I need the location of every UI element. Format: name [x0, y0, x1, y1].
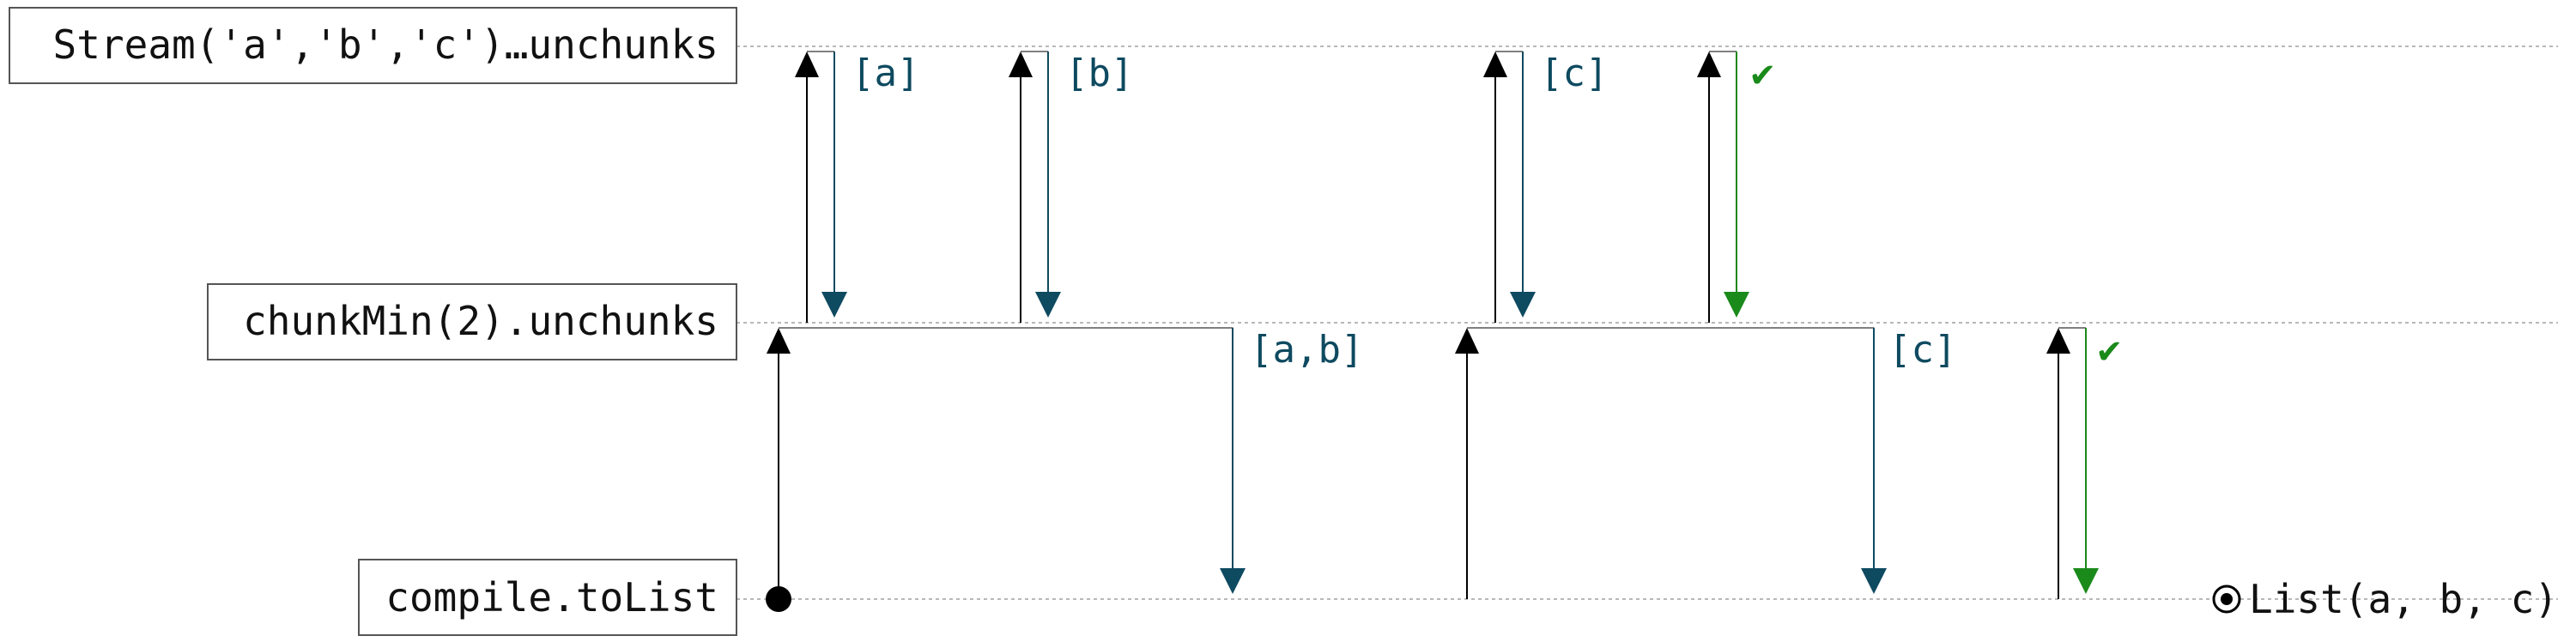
lane-box-chunk — [207, 283, 737, 360]
message-label-a: [a] — [852, 51, 919, 95]
lane-label-chunk: chunkMin(2).unchunks — [243, 298, 718, 344]
message-label-c-chunk: [c] — [1888, 328, 1956, 372]
pull-connector — [1467, 327, 1875, 577]
data-arrowhead — [1861, 568, 1887, 594]
data-arrowhead — [1220, 568, 1246, 594]
message-label-done: ✔ — [1751, 51, 1774, 95]
pull-arrowhead — [795, 51, 819, 77]
pull-arrowhead — [1483, 51, 1507, 77]
lane-box-tolist — [358, 559, 737, 636]
done-arrowhead — [2073, 568, 2099, 594]
result-marker-dot — [2221, 593, 2233, 605]
pull-arrowhead — [1009, 51, 1033, 77]
lane-box-source — [9, 7, 737, 84]
data-arrowhead — [1510, 292, 1536, 318]
message-label-c: [c] — [1540, 51, 1608, 95]
lane-label-source: Stream('a','b','c')…unchunks — [53, 21, 718, 68]
lane-label-tolist: compile.toList — [385, 574, 718, 621]
pull-arrowhead — [767, 328, 791, 354]
pull-arrowhead — [1455, 328, 1479, 354]
pull-arrowhead — [2046, 328, 2070, 354]
pull-connector — [779, 327, 1233, 577]
pull-arrowhead — [1697, 51, 1721, 77]
message-label-ab: [a,b] — [1250, 328, 1363, 372]
done-arrowhead — [1724, 292, 1749, 318]
result-label: List(a, b, c) — [2249, 576, 2558, 622]
message-label-b: [b] — [1065, 51, 1133, 95]
data-arrowhead — [821, 292, 847, 318]
message-label-done-chunk: ✔ — [2098, 328, 2121, 372]
data-arrowhead — [1035, 292, 1061, 318]
